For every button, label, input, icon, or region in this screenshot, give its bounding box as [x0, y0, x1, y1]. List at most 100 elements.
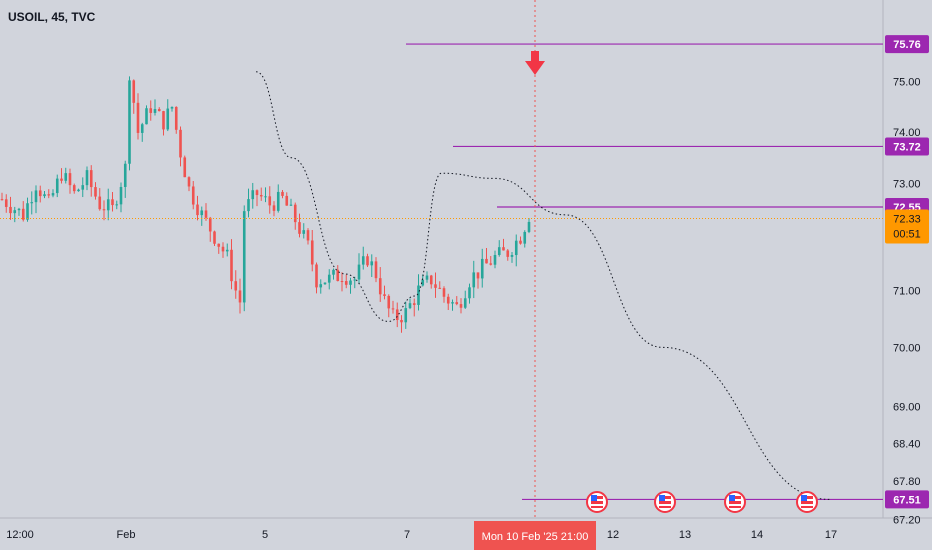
flag-stripe — [591, 506, 603, 508]
candle-body — [47, 194, 51, 196]
down-arrow-icon — [531, 51, 539, 62]
candle-body — [38, 190, 42, 197]
candle-body — [204, 210, 208, 218]
candle-body — [213, 231, 216, 244]
candle-body — [340, 281, 344, 283]
symbol-title: USOIL, 45, TVC — [8, 10, 96, 24]
candle-body — [85, 170, 89, 186]
y-tick-label: 71.00 — [893, 285, 921, 297]
candle-body — [0, 199, 4, 201]
candle-body — [489, 263, 493, 265]
candle-body — [349, 280, 352, 285]
y-tick-label: 74.00 — [893, 127, 921, 139]
flag-canton — [591, 495, 597, 501]
candle-body — [111, 199, 114, 206]
candle-body — [55, 178, 59, 194]
candle-body — [179, 129, 182, 158]
candle-body — [230, 249, 233, 282]
candle-body — [442, 288, 446, 297]
candle-body — [357, 264, 361, 280]
x-tick-label: 14 — [751, 529, 763, 541]
candle-body — [408, 303, 412, 309]
crosshair-date-label: Mon 10 Feb '25 21:00 — [482, 531, 589, 543]
price-axis — [883, 0, 932, 550]
candle-body — [106, 199, 110, 211]
flag-canton — [729, 495, 735, 501]
level-label: 75.76 — [893, 39, 921, 51]
candle-body — [251, 190, 255, 200]
candle-body — [472, 272, 476, 288]
candle-body — [497, 247, 501, 255]
candle-body — [145, 108, 148, 125]
level-label-bg — [885, 137, 929, 156]
candle-body — [451, 302, 454, 304]
y-tick-label: 68.40 — [893, 438, 921, 450]
candle-body — [115, 204, 119, 206]
x-tick-label: 7 — [404, 529, 410, 541]
y-tick-label: 70.00 — [893, 342, 921, 354]
candle-body — [43, 194, 46, 197]
candle-body — [140, 124, 144, 133]
candle-body — [527, 221, 531, 232]
candle-body — [276, 191, 280, 211]
candle-body — [81, 185, 85, 190]
candle-body — [132, 80, 136, 103]
candle-body — [247, 199, 250, 212]
candle-body — [344, 281, 348, 285]
flag-canton — [801, 495, 807, 501]
candle-body — [26, 203, 29, 220]
candle-body — [417, 285, 420, 305]
candle-body — [327, 274, 331, 283]
flag-stripe — [801, 501, 813, 504]
candle-body — [128, 80, 131, 164]
x-tick-label: 13 — [679, 529, 691, 541]
candle-body — [272, 205, 276, 211]
candle-body — [242, 211, 246, 303]
candle-body — [306, 230, 310, 241]
candle-body — [89, 170, 93, 188]
candle-body — [217, 243, 221, 247]
candle-body — [119, 186, 123, 205]
candle-body — [149, 108, 153, 113]
candle-body — [310, 240, 314, 265]
flag-stripe — [659, 506, 671, 508]
candle-body — [293, 204, 297, 223]
candle-body — [21, 208, 25, 220]
candle-body — [361, 256, 365, 265]
candle-body — [196, 204, 199, 216]
candle-body — [315, 264, 318, 288]
candle-body — [332, 269, 335, 275]
x-tick-label: 5 — [262, 529, 268, 541]
candle-body — [259, 195, 263, 197]
candle-body — [421, 279, 425, 286]
candle-body — [412, 303, 416, 305]
down-arrow-icon — [525, 61, 545, 75]
candle-body — [264, 196, 267, 198]
current-price-label-bg — [885, 209, 929, 244]
candle-body — [221, 246, 225, 252]
y-tick-label: 67.20 — [893, 514, 921, 526]
level-label: 67.51 — [893, 494, 921, 506]
candle-body — [438, 287, 442, 289]
candle-body — [468, 287, 471, 299]
candle-body — [374, 261, 378, 279]
level-label: 73.72 — [893, 141, 921, 153]
flag-stripe — [729, 501, 741, 504]
candle-body — [480, 258, 484, 279]
candle-body — [502, 247, 505, 251]
candle-body — [225, 249, 229, 252]
candle-body — [170, 106, 174, 109]
candle-body — [429, 275, 433, 285]
candle-body — [51, 193, 55, 196]
candle-body — [13, 210, 17, 214]
candle-body — [510, 255, 514, 257]
candle-body — [434, 284, 437, 288]
candle-body — [183, 157, 187, 178]
candle-body — [234, 281, 238, 291]
candle-body — [319, 284, 323, 288]
candle-body — [77, 189, 80, 192]
candle-body — [404, 308, 408, 323]
candle-body — [157, 109, 161, 112]
candle-body — [30, 202, 34, 204]
